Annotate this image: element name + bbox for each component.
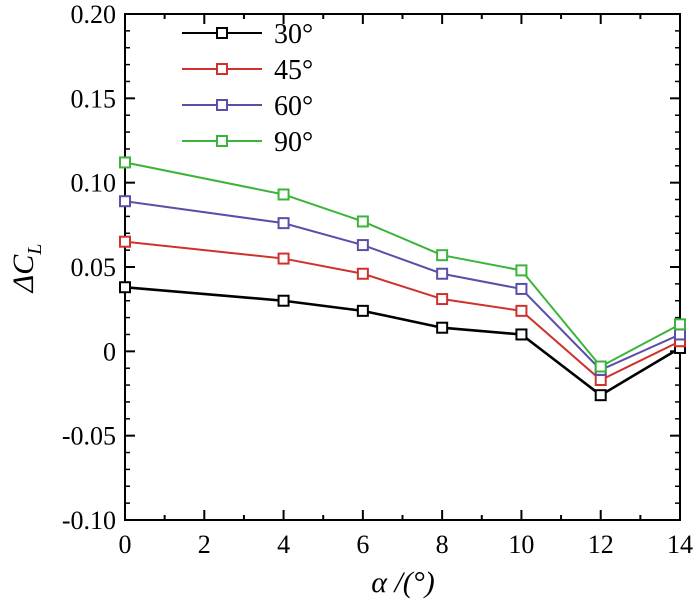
data-point [356, 215, 369, 228]
x-tick-label: 6 [356, 530, 369, 559]
data-point [277, 252, 290, 265]
data-point [594, 360, 607, 373]
legend-swatch-marker [216, 99, 228, 111]
data-point [356, 304, 369, 317]
y-tick-label: 0.05 [71, 253, 117, 282]
data-point [515, 264, 528, 277]
data-point [356, 239, 369, 252]
axes [124, 13, 681, 521]
y-tick-label: 0.15 [71, 84, 117, 113]
legend-label: 45° [274, 55, 313, 86]
data-point [436, 267, 449, 280]
series-line [124, 240, 681, 382]
legend: 30° 45° 60° 90° [182, 19, 313, 158]
ticks: 0 2 4 6 8 10 12 14 -0.10 -0.05 0 0.05 0.10 0.15 0.20 [62, 0, 693, 559]
data-point [277, 217, 290, 230]
legend-label: 60° [274, 91, 313, 122]
x-tick-label: 4 [277, 530, 290, 559]
series-4 [119, 156, 686, 373]
legend-entry: 30° [182, 19, 313, 50]
x-tick-label: 10 [508, 530, 534, 559]
data-point [674, 318, 686, 331]
data-point [436, 293, 449, 306]
data-point [119, 195, 131, 208]
data-point [119, 281, 131, 294]
data-point [515, 304, 528, 317]
data-point [356, 267, 369, 280]
legend-entry: 45° [182, 55, 313, 86]
data-point [119, 156, 131, 169]
data-point [594, 374, 607, 387]
data-point [436, 249, 449, 262]
data-point [436, 321, 449, 334]
x-tick-label: 0 [119, 530, 132, 559]
data-point [515, 282, 528, 295]
data-point [515, 328, 528, 341]
x-tick-label: 14 [667, 530, 693, 559]
data-point [277, 188, 290, 201]
x-axis-title: α /(°) [371, 566, 435, 599]
data-point [119, 235, 131, 248]
legend-swatch-marker [216, 135, 228, 147]
y-tick-label: 0.10 [71, 169, 117, 198]
x-tick-label: 2 [198, 530, 211, 559]
data-point [674, 328, 686, 341]
y-axis-title-sub: L [24, 244, 46, 256]
data-point [277, 294, 290, 307]
y-axis-title-main: ΔC [7, 254, 40, 294]
legend-label: 90° [274, 127, 313, 158]
x-tick-label: 8 [436, 530, 449, 559]
series-layer [119, 156, 686, 402]
series-line [124, 161, 681, 368]
y-tick-label: -0.10 [62, 506, 116, 535]
y-tick-label: -0.05 [62, 422, 116, 451]
y-axis-title: ΔCL [7, 244, 46, 294]
plot-frame [124, 13, 681, 521]
y-tick-label: 0.20 [71, 0, 117, 29]
y-tick-label: 0 [103, 337, 116, 366]
legend-swatch-marker [216, 27, 228, 39]
series-1 [119, 281, 686, 402]
legend-entry: 60° [182, 91, 313, 122]
legend-label: 30° [274, 19, 313, 50]
series-2 [119, 235, 686, 387]
x-tick-label: 12 [588, 530, 614, 559]
data-point [594, 389, 607, 402]
legend-entry: 90° [182, 127, 313, 158]
legend-swatch-marker [216, 63, 228, 75]
